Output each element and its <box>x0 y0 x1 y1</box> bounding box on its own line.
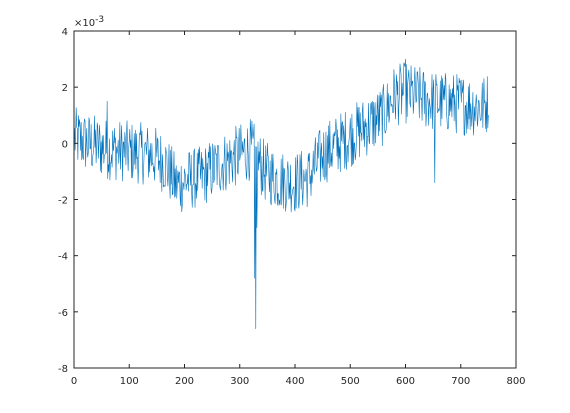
x-tick-label: 200 <box>175 376 194 387</box>
y-tick-label: -2 <box>58 196 68 207</box>
x-tick-label: 600 <box>396 376 415 387</box>
y-tick-label: 2 <box>62 83 68 94</box>
y-tick-label: -4 <box>58 252 68 263</box>
plot-area <box>73 30 517 369</box>
x-tick-label: 0 <box>71 376 77 387</box>
y-tick-label: -6 <box>58 308 68 319</box>
y-tick-label: 4 <box>62 27 68 38</box>
x-tick-label: 300 <box>230 376 249 387</box>
x-tick-label: 700 <box>451 376 470 387</box>
x-tick-label: 800 <box>506 376 525 387</box>
y-axis-tick-labels: -8 -6 -4 -2 0 2 4 <box>58 27 68 375</box>
series-layer <box>74 58 489 329</box>
y-axis-ticks <box>74 30 516 369</box>
y-tick-label: 0 <box>62 139 68 150</box>
series-line-0 <box>74 58 489 329</box>
y-axis-exponent-base: ×10 <box>74 18 95 29</box>
x-tick-label: 500 <box>341 376 360 387</box>
x-axis-tick-labels: 0 100 200 300 400 500 600 700 800 <box>71 376 526 387</box>
x-tick-label: 400 <box>285 376 304 387</box>
y-axis-exponent-power: -3 <box>95 15 104 25</box>
x-tick-label: 100 <box>120 376 139 387</box>
x-axis-ticks <box>73 31 517 368</box>
y-tick-label: -8 <box>58 364 68 375</box>
y-axis-exponent-label: ×10-3 <box>74 15 104 29</box>
